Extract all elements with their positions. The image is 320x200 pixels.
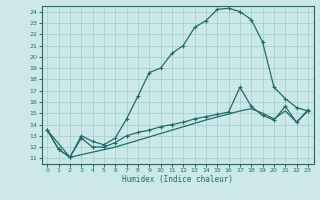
X-axis label: Humidex (Indice chaleur): Humidex (Indice chaleur): [122, 175, 233, 184]
